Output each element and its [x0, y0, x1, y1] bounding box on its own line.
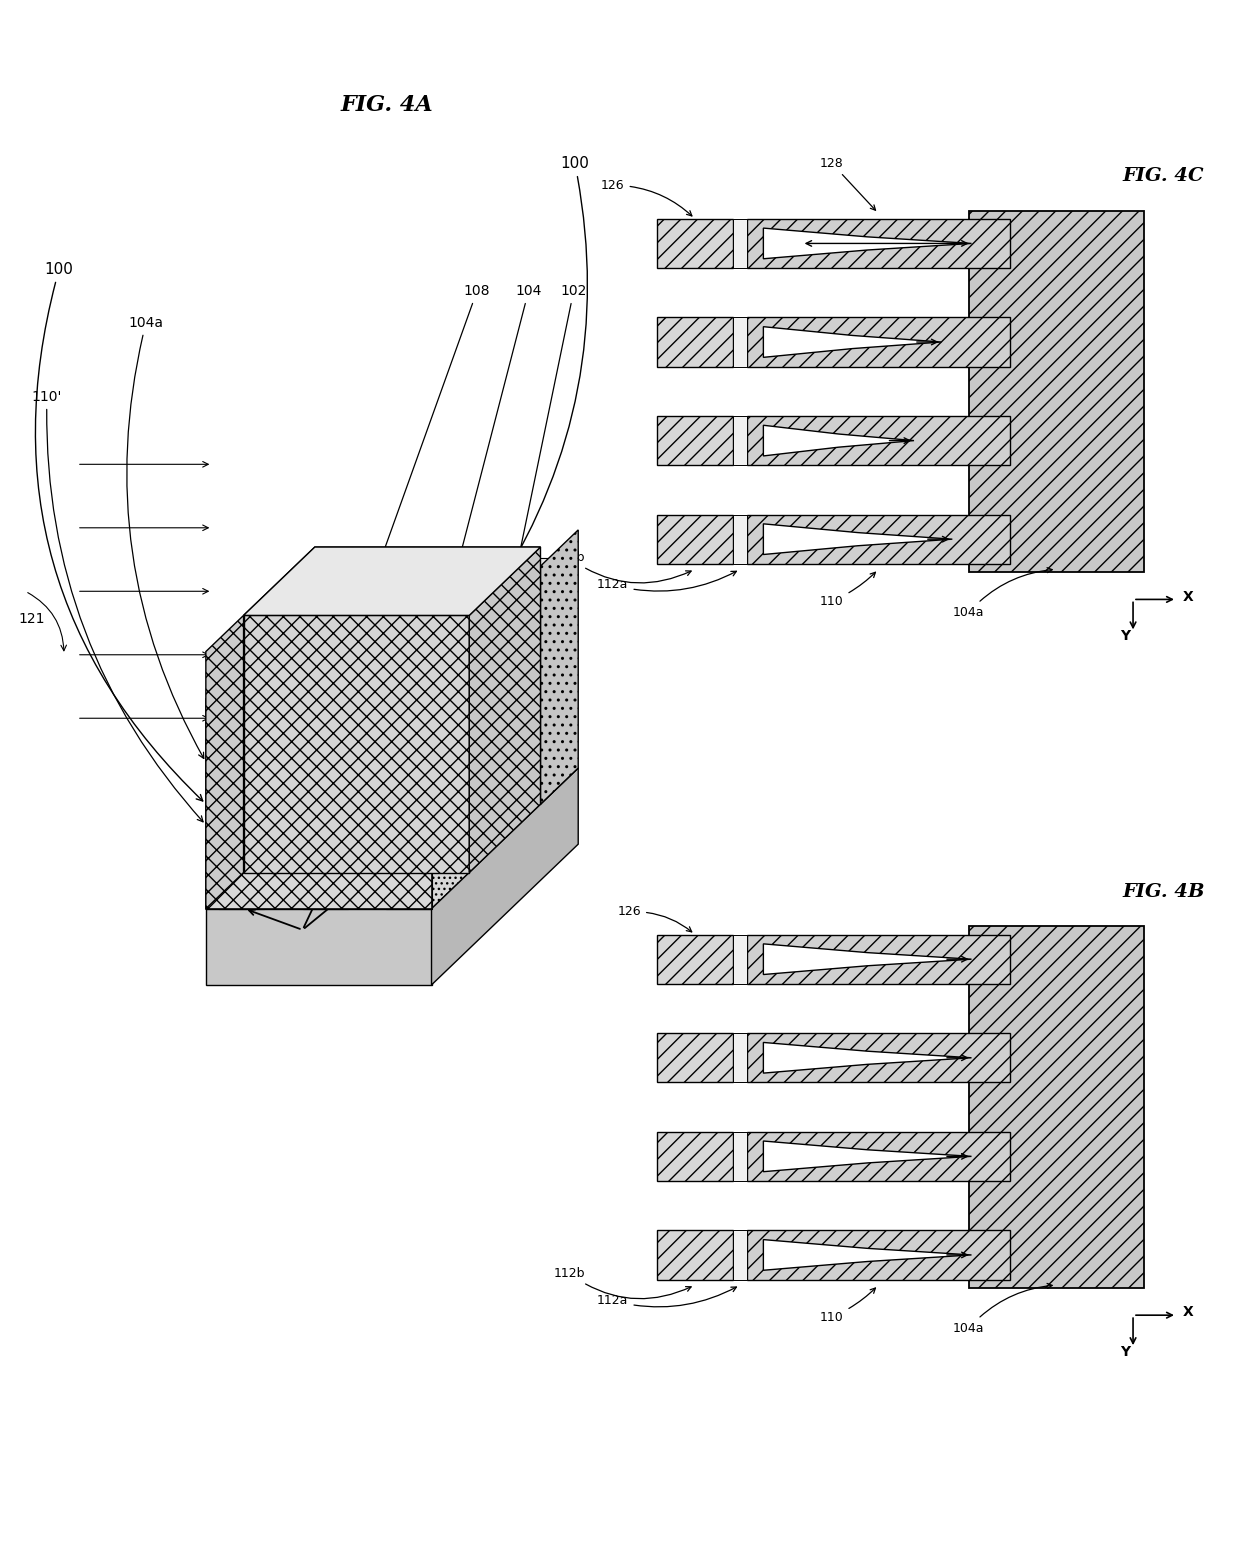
- Bar: [746, 1231, 1009, 1279]
- Bar: [657, 1033, 733, 1083]
- Polygon shape: [218, 699, 264, 909]
- Polygon shape: [206, 909, 432, 985]
- Text: 112b: 112b: [553, 1267, 691, 1299]
- Text: 100: 100: [36, 261, 202, 801]
- Text: 104a: 104a: [954, 1284, 1053, 1335]
- Text: Y: Y: [1120, 1346, 1130, 1360]
- Polygon shape: [764, 425, 914, 456]
- Bar: [746, 1033, 1009, 1083]
- Bar: [746, 317, 1009, 367]
- Polygon shape: [764, 1141, 971, 1172]
- Bar: [733, 317, 746, 367]
- Text: X: X: [1183, 1305, 1193, 1319]
- Bar: [746, 1131, 1009, 1181]
- Polygon shape: [764, 524, 952, 554]
- Bar: [746, 935, 1009, 983]
- Polygon shape: [432, 769, 578, 985]
- Text: 108: 108: [377, 285, 490, 568]
- Bar: [733, 515, 746, 563]
- Bar: [657, 415, 733, 465]
- Text: 104a: 104a: [954, 568, 1053, 619]
- Bar: [733, 1231, 746, 1279]
- Text: 112a: 112a: [598, 1287, 737, 1307]
- Text: X: X: [367, 865, 378, 881]
- Bar: [746, 415, 1009, 465]
- Polygon shape: [206, 616, 243, 909]
- Bar: [657, 317, 733, 367]
- Text: 121: 121: [19, 612, 46, 626]
- Text: 126: 126: [601, 179, 692, 216]
- Bar: [733, 1033, 746, 1083]
- Text: 110': 110': [32, 391, 203, 822]
- Polygon shape: [243, 548, 541, 616]
- Polygon shape: [469, 548, 541, 873]
- Polygon shape: [303, 559, 495, 699]
- Polygon shape: [764, 327, 941, 358]
- Polygon shape: [541, 531, 578, 804]
- Bar: [657, 935, 733, 983]
- Polygon shape: [303, 699, 347, 909]
- Polygon shape: [764, 1240, 971, 1270]
- Polygon shape: [243, 616, 469, 873]
- Text: 100: 100: [500, 156, 589, 585]
- Bar: [657, 219, 733, 268]
- Text: 112b: 112b: [553, 551, 691, 584]
- Bar: [968, 210, 1145, 573]
- Text: FIG. 4C: FIG. 4C: [1122, 166, 1204, 185]
- Text: 110: 110: [820, 573, 875, 608]
- Bar: [657, 1131, 733, 1181]
- Text: 104: 104: [422, 285, 542, 702]
- Text: FIG. 4B: FIG. 4B: [1122, 882, 1204, 901]
- Polygon shape: [764, 1043, 971, 1074]
- Text: 102: 102: [466, 285, 587, 806]
- Text: FIG. 4A: FIG. 4A: [340, 93, 433, 117]
- Text: 104a: 104a: [126, 316, 203, 758]
- Polygon shape: [387, 699, 432, 909]
- Bar: [657, 515, 733, 563]
- Text: 128: 128: [820, 157, 875, 210]
- Polygon shape: [764, 944, 971, 974]
- Bar: [746, 219, 1009, 268]
- Polygon shape: [387, 559, 578, 699]
- Text: 112a: 112a: [598, 571, 737, 591]
- Bar: [733, 935, 746, 983]
- Polygon shape: [243, 548, 541, 616]
- Text: Y: Y: [345, 801, 356, 817]
- Text: Z: Z: [215, 885, 226, 901]
- Bar: [657, 1231, 733, 1279]
- Polygon shape: [218, 559, 410, 699]
- Bar: [733, 415, 746, 465]
- Polygon shape: [326, 571, 470, 647]
- Polygon shape: [206, 699, 432, 909]
- Polygon shape: [315, 594, 541, 804]
- Text: 126: 126: [618, 906, 692, 932]
- Polygon shape: [315, 769, 578, 804]
- Bar: [733, 1131, 746, 1181]
- Text: Y: Y: [1120, 630, 1130, 644]
- Polygon shape: [764, 229, 971, 258]
- Text: 100: 100: [432, 629, 496, 859]
- Bar: [968, 926, 1145, 1288]
- Bar: [733, 219, 746, 268]
- Text: 110: 110: [820, 1288, 875, 1324]
- Bar: [746, 515, 1009, 563]
- Polygon shape: [206, 769, 578, 909]
- Text: X: X: [1183, 590, 1193, 604]
